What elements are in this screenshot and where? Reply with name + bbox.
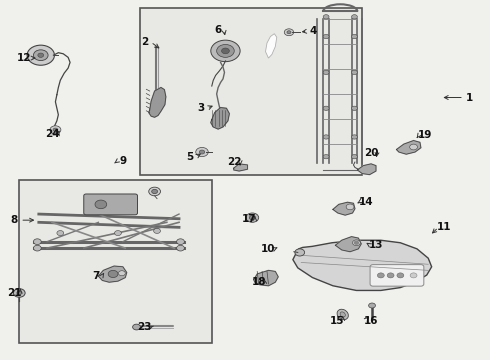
Circle shape (351, 154, 357, 159)
Circle shape (115, 230, 122, 235)
Text: 20: 20 (364, 148, 378, 158)
Text: 4: 4 (310, 26, 317, 36)
Text: 2: 2 (141, 37, 148, 47)
Circle shape (17, 291, 22, 295)
Text: 5: 5 (187, 152, 194, 162)
Circle shape (217, 44, 234, 57)
Text: 6: 6 (215, 25, 222, 35)
Circle shape (246, 213, 259, 222)
Circle shape (108, 270, 118, 278)
FancyBboxPatch shape (370, 265, 424, 286)
Circle shape (95, 200, 107, 209)
Text: 24: 24 (45, 129, 59, 139)
Circle shape (13, 289, 25, 297)
Circle shape (295, 249, 305, 256)
Polygon shape (266, 34, 277, 58)
Circle shape (154, 228, 160, 233)
Circle shape (38, 53, 44, 57)
FancyBboxPatch shape (19, 180, 212, 343)
Circle shape (176, 239, 184, 244)
Polygon shape (98, 266, 127, 282)
Circle shape (33, 50, 48, 60)
Polygon shape (335, 237, 361, 252)
Circle shape (346, 204, 354, 210)
Polygon shape (211, 108, 229, 129)
Text: 15: 15 (330, 316, 344, 325)
Circle shape (57, 230, 64, 235)
Polygon shape (254, 270, 278, 286)
Circle shape (33, 239, 41, 244)
Circle shape (27, 45, 54, 65)
Circle shape (287, 31, 291, 34)
Circle shape (323, 135, 329, 139)
Text: 23: 23 (138, 322, 152, 332)
Circle shape (354, 241, 358, 244)
Text: 7: 7 (92, 271, 99, 281)
Circle shape (53, 128, 58, 131)
Circle shape (50, 126, 61, 134)
Polygon shape (149, 87, 166, 117)
Circle shape (351, 15, 357, 19)
Polygon shape (333, 202, 355, 215)
Circle shape (33, 245, 41, 251)
Circle shape (377, 273, 384, 278)
Circle shape (284, 29, 294, 36)
Circle shape (323, 15, 329, 19)
Text: 8: 8 (11, 215, 18, 225)
Circle shape (323, 35, 329, 39)
Polygon shape (293, 240, 432, 291)
Text: 3: 3 (197, 103, 205, 113)
Polygon shape (396, 140, 421, 154)
Circle shape (410, 273, 417, 278)
Text: 22: 22 (227, 157, 242, 167)
Text: 9: 9 (119, 156, 126, 166)
Text: 10: 10 (261, 244, 276, 254)
Ellipse shape (340, 312, 345, 317)
FancyBboxPatch shape (84, 194, 138, 215)
FancyBboxPatch shape (140, 8, 362, 175)
Circle shape (351, 70, 357, 75)
Circle shape (351, 35, 357, 39)
Circle shape (152, 189, 158, 194)
Circle shape (211, 40, 240, 62)
Text: 12: 12 (17, 53, 31, 63)
Circle shape (323, 70, 329, 75)
Circle shape (249, 216, 255, 220)
Circle shape (323, 106, 329, 111)
Text: 16: 16 (364, 316, 378, 325)
Circle shape (351, 135, 357, 139)
Text: 11: 11 (437, 222, 452, 232)
Circle shape (119, 271, 125, 276)
Circle shape (397, 273, 404, 278)
Circle shape (410, 144, 417, 150)
Ellipse shape (337, 309, 348, 320)
Text: 14: 14 (359, 197, 373, 207)
Text: 18: 18 (251, 277, 266, 287)
Circle shape (196, 148, 208, 157)
Circle shape (221, 48, 229, 54)
Circle shape (351, 106, 357, 111)
Text: 1: 1 (466, 93, 473, 103)
Polygon shape (234, 164, 247, 171)
Circle shape (176, 245, 184, 251)
Polygon shape (357, 164, 376, 175)
Circle shape (149, 187, 160, 196)
Text: 17: 17 (242, 215, 256, 224)
Text: 13: 13 (368, 240, 383, 250)
Circle shape (368, 303, 375, 308)
Circle shape (133, 324, 141, 330)
Circle shape (352, 240, 360, 246)
Circle shape (199, 150, 205, 154)
Text: 21: 21 (7, 288, 22, 298)
Circle shape (387, 273, 394, 278)
Circle shape (323, 154, 329, 159)
Text: 19: 19 (417, 130, 432, 140)
